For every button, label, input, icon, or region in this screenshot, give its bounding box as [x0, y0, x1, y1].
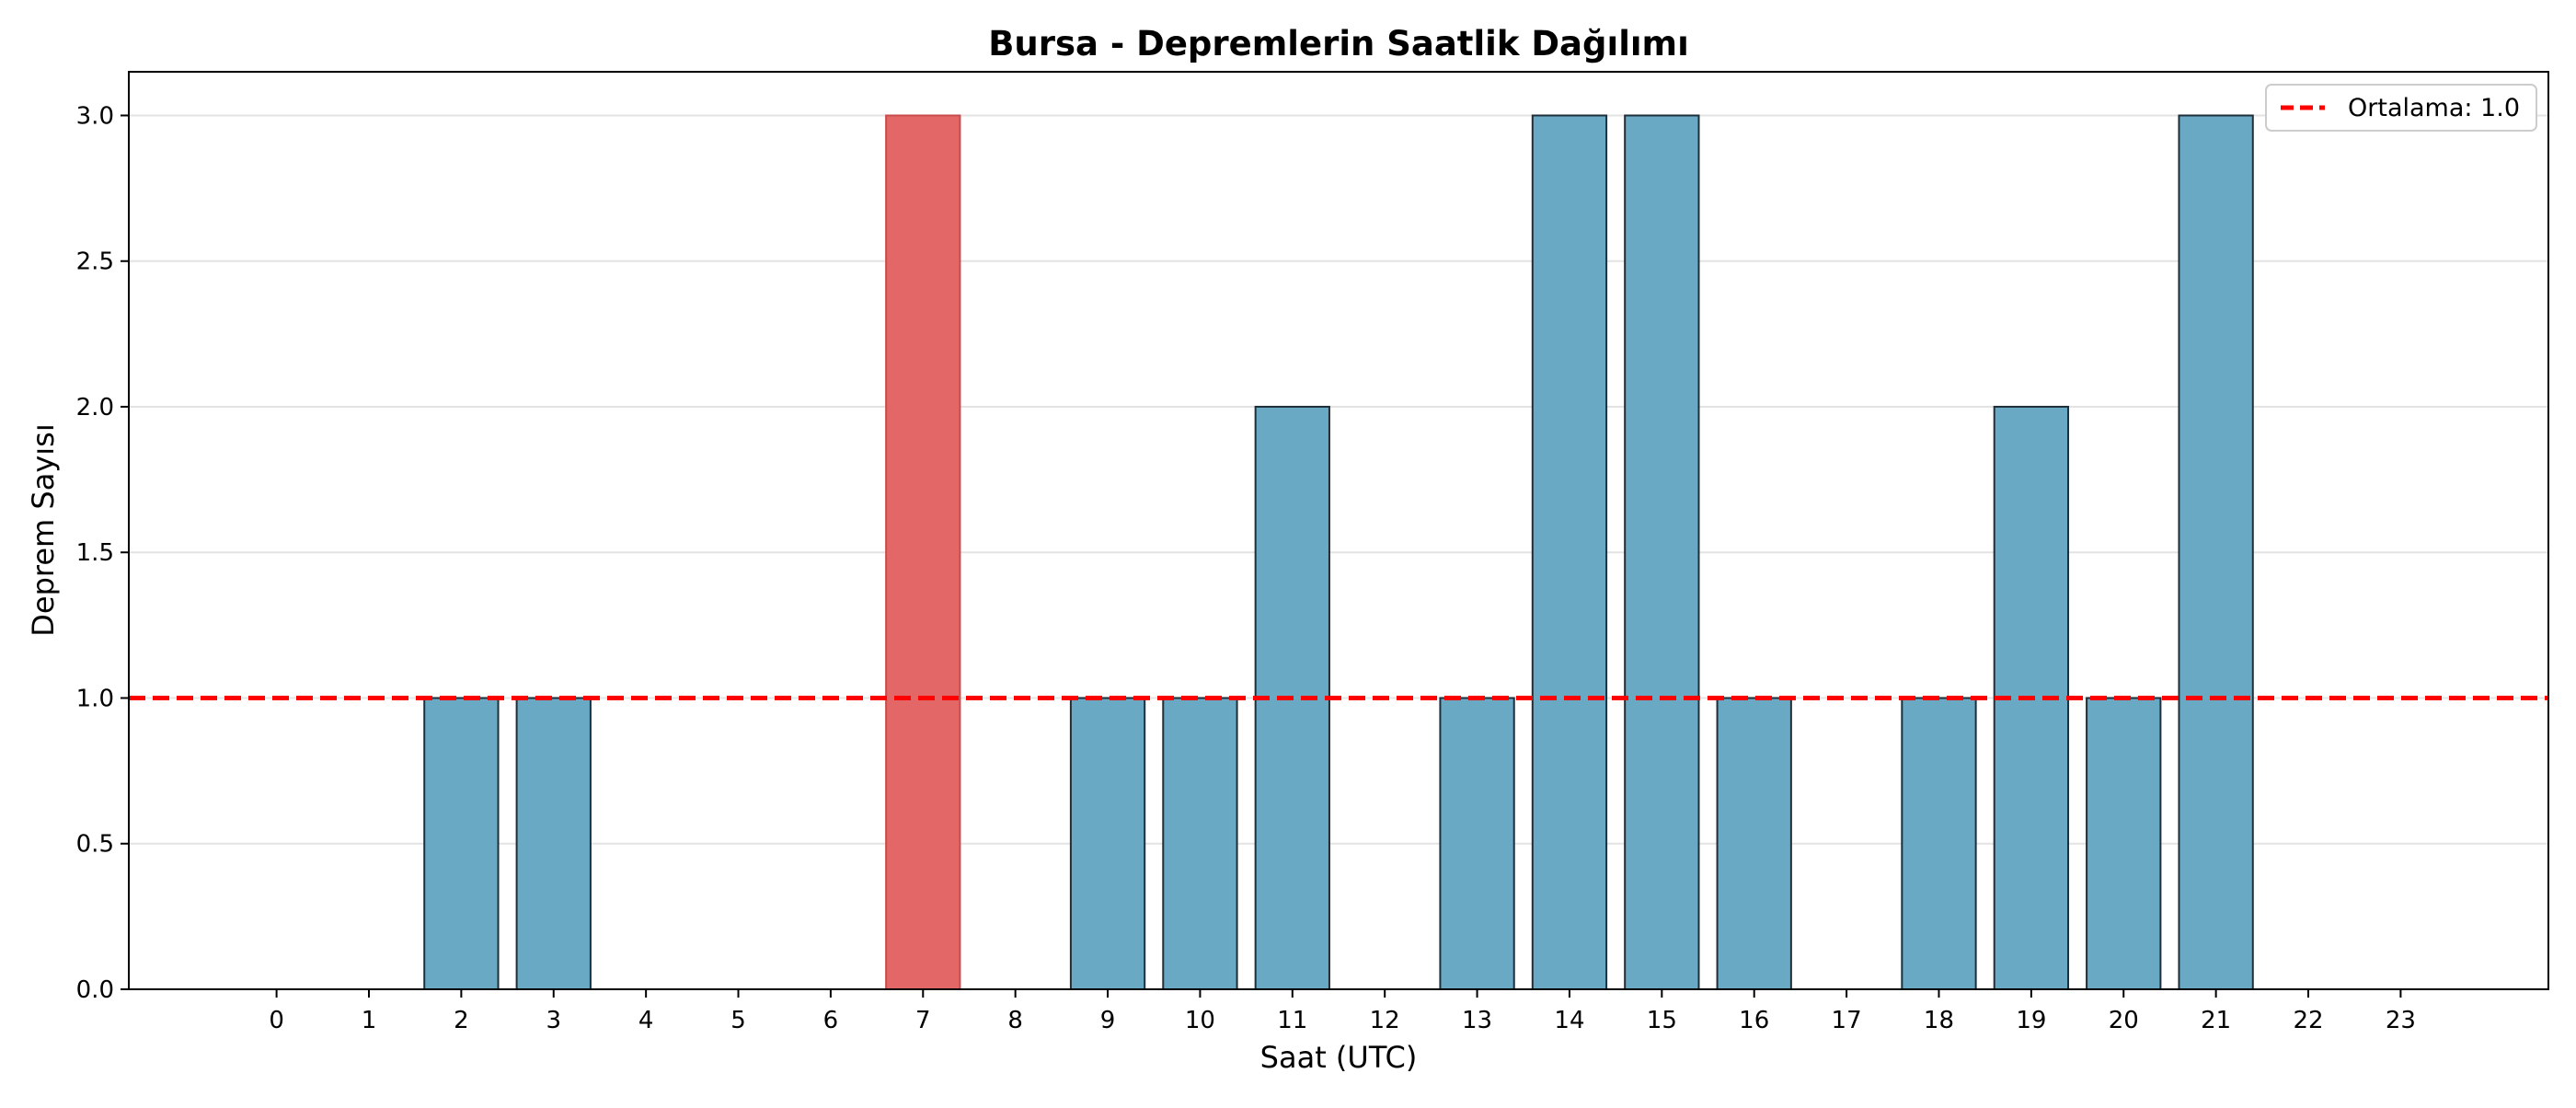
- y-tick-label: 2.5: [76, 248, 114, 276]
- bar: [2086, 697, 2162, 990]
- x-tick-label: 21: [2201, 1007, 2231, 1034]
- bar: [423, 697, 500, 990]
- x-tick-label: 12: [1370, 1007, 1400, 1034]
- x-tick-label: 15: [1647, 1007, 1677, 1034]
- x-tick-label: 14: [1554, 1007, 1584, 1034]
- bar: [1069, 697, 1146, 990]
- x-tick-label: 0: [269, 1007, 284, 1034]
- x-tick-label: 17: [1832, 1007, 1862, 1034]
- x-tick-label: 1: [362, 1007, 377, 1034]
- x-tick-label: 6: [823, 1007, 839, 1034]
- y-tick-label: 0.5: [76, 831, 114, 859]
- y-axis-label: Deprem Sayısı: [26, 423, 61, 636]
- x-tick-label: 3: [546, 1007, 561, 1034]
- bar-highlight: [885, 114, 961, 990]
- x-tick-label: 9: [1100, 1007, 1116, 1034]
- bars: [423, 114, 2254, 990]
- x-tick-label: 4: [638, 1007, 654, 1034]
- bar: [1439, 697, 1515, 990]
- y-tick-label: 2.0: [76, 394, 114, 421]
- bar: [1624, 114, 1700, 990]
- y-tick-label: 3.0: [76, 102, 114, 130]
- legend-box: [2265, 84, 2537, 132]
- bar: [2178, 114, 2254, 990]
- y-tick-label: 1.0: [76, 685, 114, 712]
- plot-frame: [128, 71, 2549, 990]
- bar: [1162, 697, 1238, 990]
- x-tick-label: 18: [1924, 1007, 1954, 1034]
- x-tick-label: 10: [1185, 1007, 1215, 1034]
- legend-mean-label: Ortalama: 1.0: [2348, 94, 2520, 122]
- x-tick-label: 22: [2293, 1007, 2323, 1034]
- x-tick-label: 16: [1739, 1007, 1769, 1034]
- bar: [515, 697, 592, 990]
- x-axis-ticks: 0 1 2 3 4 5 6 7 8 9 10 11 12 13 14 15 16 17 18 19 20 21 22 23: [269, 989, 2416, 1034]
- x-tick-label: 8: [1007, 1007, 1023, 1034]
- x-tick-label: 2: [454, 1007, 469, 1034]
- bar: [1531, 114, 1608, 990]
- x-tick-label: 19: [2016, 1007, 2046, 1034]
- y-tick-label: 0.0: [76, 976, 114, 1004]
- bar: [1901, 697, 1977, 990]
- x-tick-label: 7: [915, 1007, 931, 1034]
- x-tick-label: 5: [730, 1007, 746, 1034]
- y-tick-label: 1.5: [76, 539, 114, 567]
- x-tick-label: 23: [2386, 1007, 2416, 1034]
- x-tick-label: 13: [1462, 1007, 1492, 1034]
- chart-title: Bursa - Depremlerin Saatlik Dağılımı: [988, 24, 1689, 63]
- bar: [1716, 697, 1792, 990]
- legend: Ortalama: 1.0: [2265, 84, 2537, 132]
- x-tick-label: 11: [1277, 1007, 1307, 1034]
- y-axis-ticks: 0.0 0.5 1.0 1.5 2.0 2.5 3.0: [76, 102, 129, 1004]
- x-axis-label: Saat (UTC): [1260, 1040, 1418, 1075]
- x-tick-label: 20: [2109, 1007, 2139, 1034]
